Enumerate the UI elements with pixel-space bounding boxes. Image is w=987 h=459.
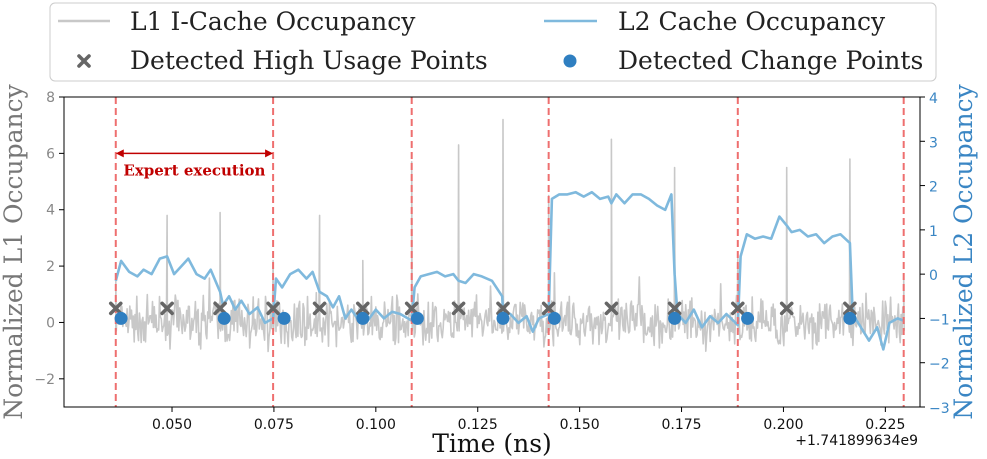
right-y-tick-label: 0 — [929, 268, 938, 284]
change-point — [114, 311, 128, 325]
x-tick-label: 0.175 — [661, 417, 701, 433]
left-y-tick-label: 0 — [46, 315, 55, 331]
annotation-arrowhead-right — [265, 149, 274, 158]
markers-layer — [108, 301, 857, 325]
left-y-tick-label: 8 — [46, 90, 55, 106]
x-tick-label: 0.100 — [356, 417, 396, 433]
high-usage-point — [160, 301, 174, 316]
legend: L1 I-Cache Occupancy L2 Cache Occupancy … — [49, 2, 937, 82]
x-tick-label: 0.150 — [560, 417, 600, 433]
legend-high-usage-label: Detected High Usage Points — [130, 46, 488, 75]
right-y-tick-label: 1 — [929, 224, 938, 240]
vertical-lines-layer — [114, 97, 905, 407]
legend-l2-label: L2 Cache Occupancy — [618, 7, 886, 36]
high-usage-point — [667, 301, 682, 316]
legend-change-point-label: Detected Change Points — [618, 46, 923, 75]
annotation-layer: Expert execution — [115, 149, 274, 179]
left-y-tick-label: −2 — [34, 372, 55, 388]
high-usage-point — [843, 301, 857, 316]
high-usage-point — [541, 301, 556, 316]
legend-change-point-swatch — [563, 54, 577, 68]
right-y-tick-label: 2 — [929, 180, 938, 196]
left-y-tick-label: 4 — [46, 203, 55, 219]
right-y-tick-label: −3 — [929, 401, 950, 417]
change-point — [496, 311, 510, 325]
x-tick-label: 0.200 — [763, 417, 803, 433]
high-usage-point — [355, 301, 370, 316]
change-point — [410, 311, 424, 325]
legend-box — [49, 2, 937, 82]
high-usage-point — [604, 301, 619, 316]
high-usage-point — [451, 301, 466, 316]
high-usage-point — [108, 301, 123, 316]
annotation-label: Expert execution — [123, 161, 265, 179]
x-tick-label: 0.050 — [152, 417, 192, 433]
high-usage-point — [404, 301, 419, 316]
left-y-tick-label: 6 — [46, 146, 55, 162]
legend-l1-label: L1 I-Cache Occupancy — [130, 7, 416, 36]
high-usage-point — [496, 301, 510, 316]
legend-high-usage-swatch — [77, 54, 91, 68]
change-point — [741, 311, 755, 325]
left-y-axis-label: Normalized L1 Occupancy — [0, 83, 28, 419]
x-offset-label: +1.741899634e9 — [795, 433, 918, 449]
high-usage-point — [730, 301, 745, 316]
change-point — [668, 311, 682, 325]
l2-series-layer — [114, 190, 905, 351]
high-usage-point — [312, 301, 327, 316]
plot-border — [63, 96, 921, 408]
right-y-tick-label: 3 — [929, 135, 938, 151]
l1-series-layer — [115, 118, 905, 353]
x-tick-label: 0.075 — [254, 417, 294, 433]
high-usage-point — [266, 301, 280, 316]
change-point — [217, 311, 231, 325]
annotation-arrowhead-left — [115, 149, 124, 158]
l2-occupancy-line — [114, 190, 905, 351]
right-y-axis-label: Normalized L2 Occupancy — [949, 83, 978, 419]
change-point — [356, 311, 370, 325]
l1-occupancy-line — [115, 118, 905, 353]
change-point — [277, 311, 291, 325]
change-point — [547, 311, 561, 325]
left-y-tick-label: 2 — [46, 259, 55, 275]
right-y-tick-label: 4 — [929, 91, 938, 107]
plot-area — [64, 97, 920, 407]
change-point — [843, 311, 857, 325]
ticks-layer: 0.050 0.075 0.100 0.125 0.150 0.175 0.200 0.225… — [34, 90, 949, 433]
right-y-tick-label: −2 — [929, 357, 950, 373]
x-axis-label: Time (ns) — [432, 429, 552, 458]
x-tick-label: 0.125 — [458, 417, 498, 433]
high-usage-point — [779, 301, 794, 316]
high-usage-point — [213, 301, 227, 316]
right-y-tick-label: −1 — [929, 312, 950, 328]
x-tick-label: 0.225 — [865, 417, 905, 433]
